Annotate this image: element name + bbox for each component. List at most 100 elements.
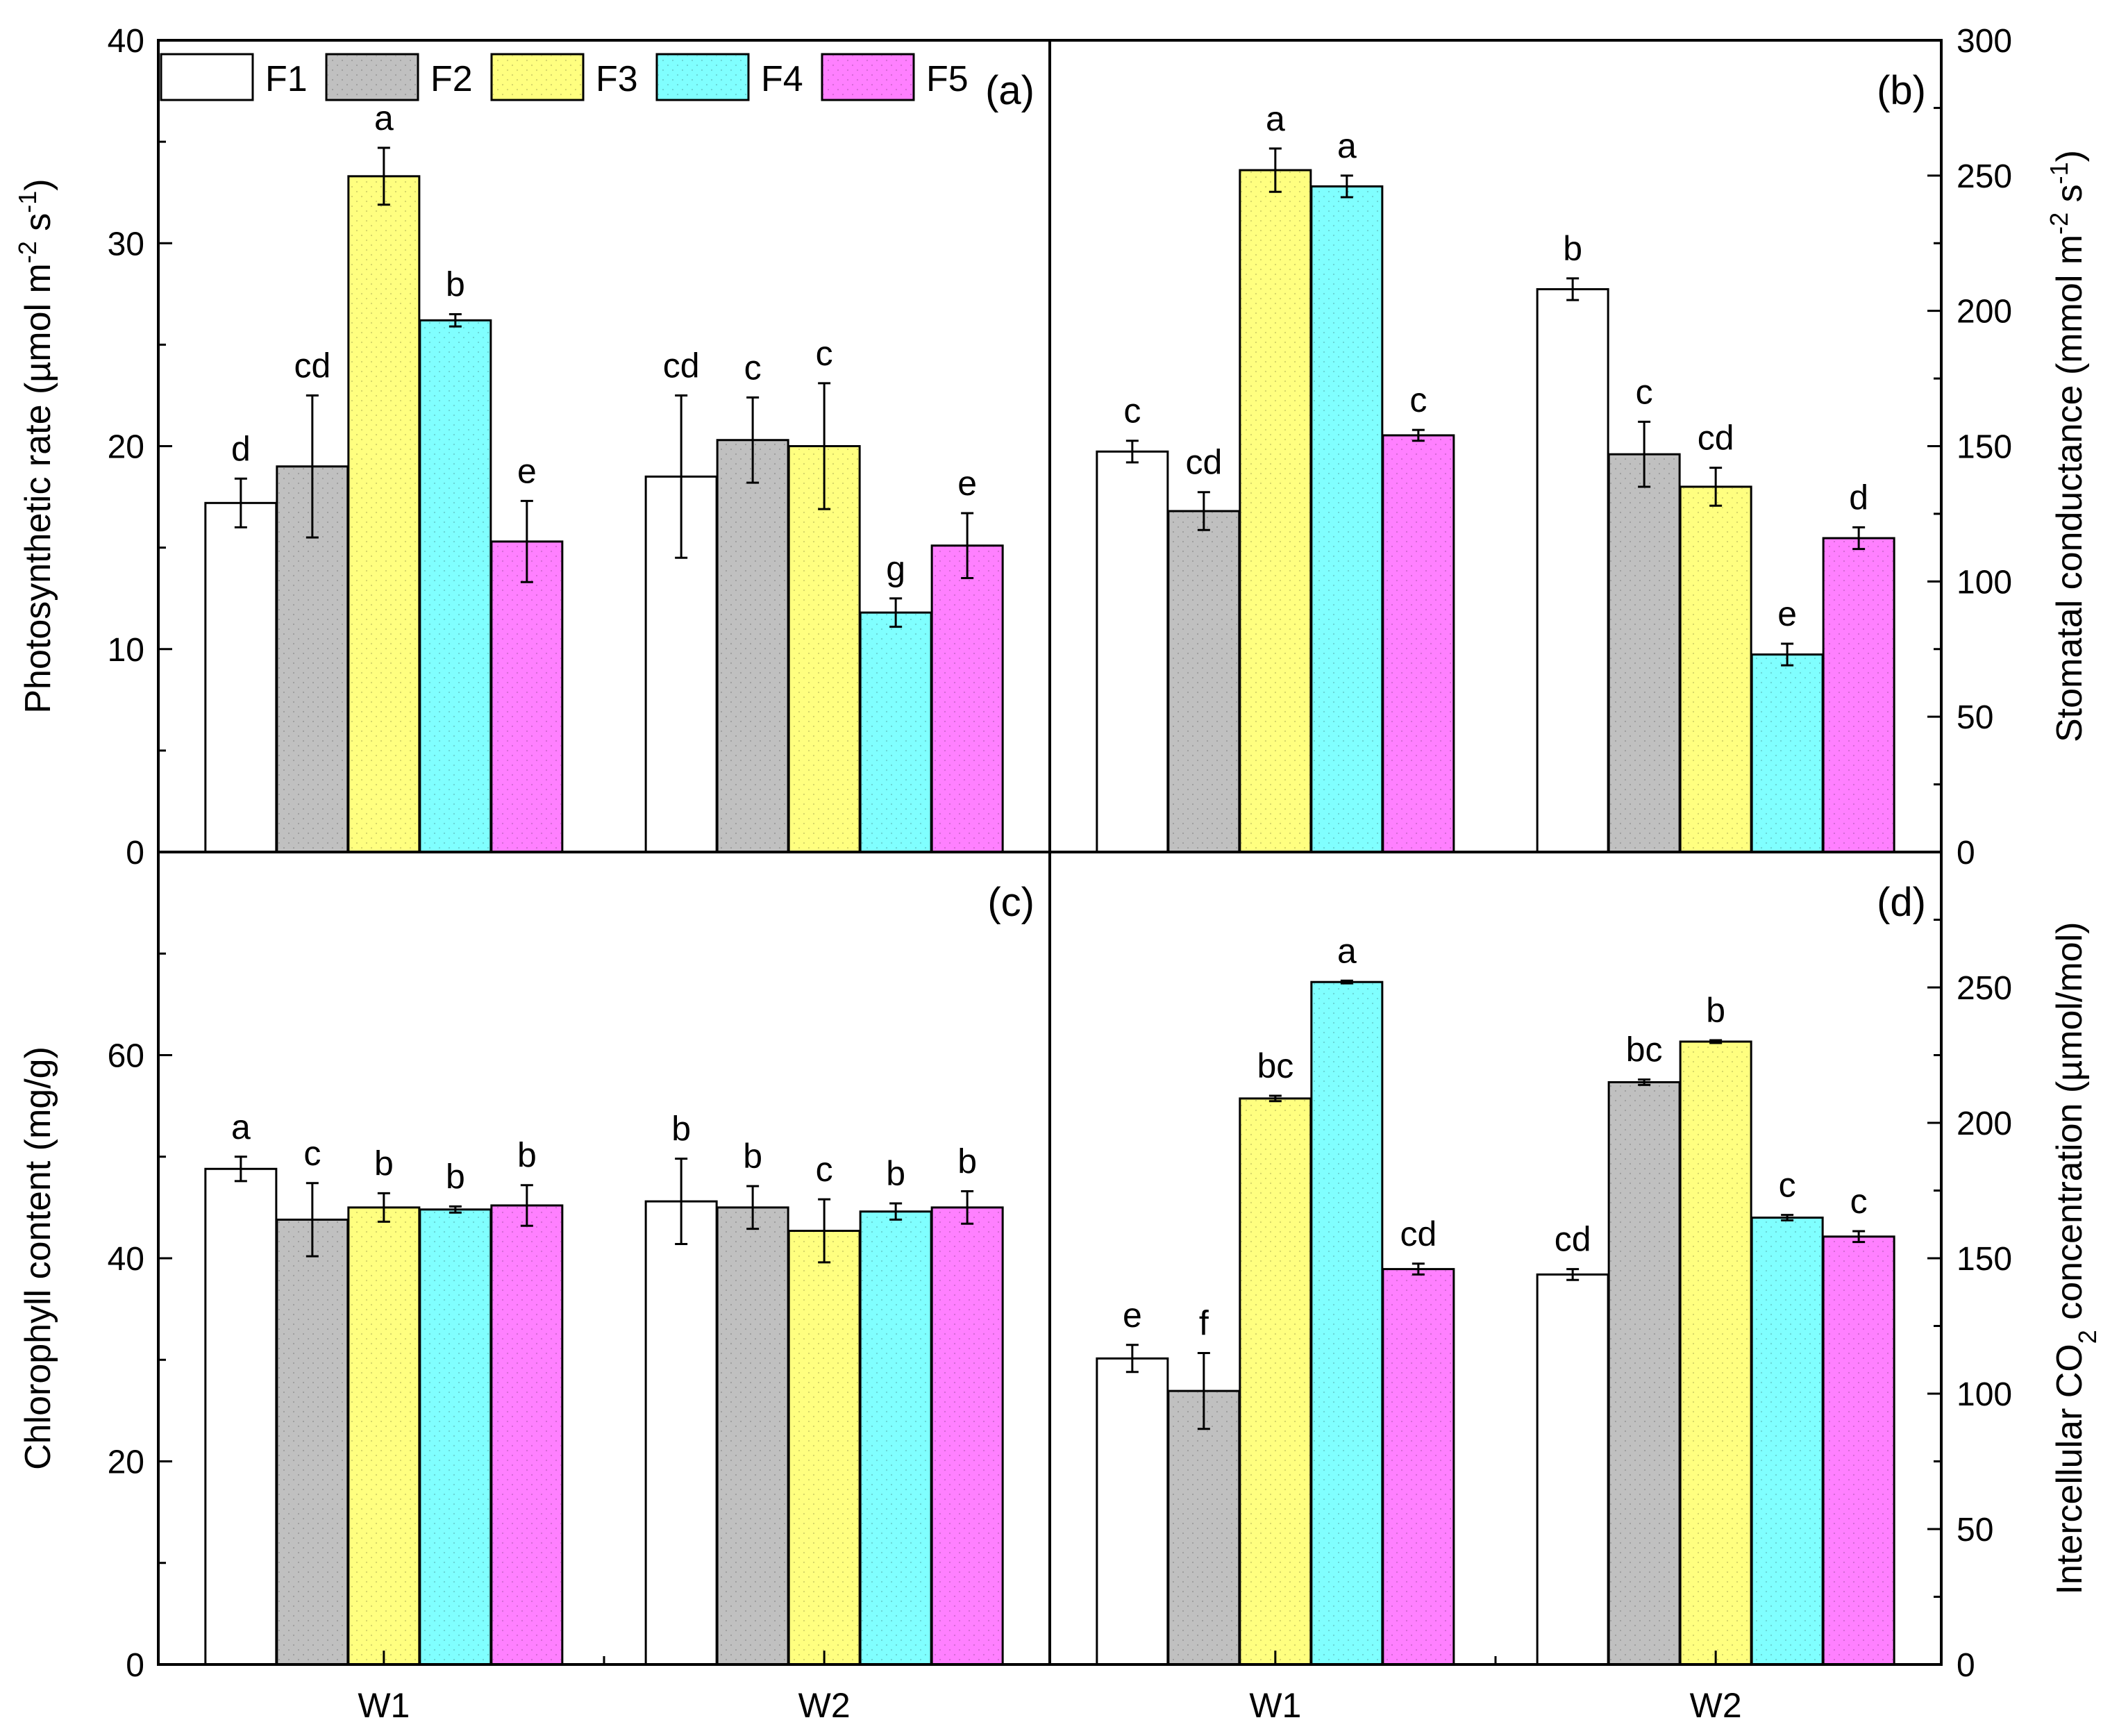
significance-letter: b — [886, 1154, 905, 1193]
bar-texture — [1682, 1043, 1750, 1663]
y-axis-title-part: Photosynthetic rate (µmol m — [18, 263, 58, 713]
bar-texture — [862, 1212, 930, 1663]
y-tick-label: 250 — [1957, 158, 2012, 195]
bar-texture — [790, 1232, 859, 1663]
legend-swatch-texture — [823, 56, 912, 99]
significance-letter: e — [1777, 594, 1797, 633]
legend-swatch-texture — [328, 56, 417, 99]
y-axis-title: Chlorophyll content (mg/g) — [18, 1046, 58, 1470]
significance-letter: cd — [1185, 443, 1222, 482]
bar-texture — [492, 542, 561, 851]
bar-texture — [349, 1208, 418, 1663]
bar-texture — [1169, 1392, 1238, 1663]
y-axis-title-sup: -2 — [13, 241, 42, 263]
significance-letter: c — [1779, 1166, 1796, 1205]
panel-label: (b) — [1877, 68, 1926, 113]
y-tick-label: 50 — [1957, 1512, 1993, 1549]
significance-letter: b — [374, 1144, 394, 1183]
y-tick-label: 0 — [126, 835, 144, 871]
y-tick-label: 200 — [1957, 294, 2012, 331]
bar-f1-w1 — [204, 501, 278, 853]
significance-letter: c — [303, 1134, 321, 1173]
y-axis-title-sub: 2 — [2073, 1330, 2102, 1344]
bar-texture — [1384, 436, 1452, 851]
significance-letter: b — [743, 1137, 762, 1176]
bar-texture — [790, 447, 859, 851]
y-tick-label: 0 — [1957, 1647, 1975, 1684]
significance-letter: a — [374, 99, 394, 137]
significance-letter: a — [1337, 931, 1357, 970]
y-tick-label: 10 — [108, 632, 144, 669]
bar-texture — [862, 614, 930, 851]
y-axis-title-part: s — [18, 213, 58, 241]
significance-letter: cd — [1698, 419, 1734, 458]
x-tick-label: W2 — [798, 1686, 851, 1725]
significance-letter: f — [1199, 1304, 1209, 1343]
bar-texture — [719, 441, 787, 851]
significance-letter: e — [517, 451, 537, 490]
bar-texture — [1825, 1237, 1893, 1663]
bar-f1-w1 — [1096, 1357, 1169, 1666]
y-tick-label: 0 — [1957, 835, 1975, 871]
y-tick-label: 100 — [1957, 1376, 2012, 1413]
significance-letter: b — [446, 1157, 465, 1196]
bar-texture — [719, 1208, 787, 1663]
significance-letter: cd — [1555, 1220, 1591, 1259]
bars-layer — [204, 147, 1895, 1666]
bar-texture — [1825, 539, 1893, 851]
significance-letter: b — [446, 265, 465, 304]
significance-letter: a — [1337, 126, 1357, 165]
y-tick-label: 300 — [1957, 23, 2012, 60]
bar-texture — [492, 1206, 561, 1663]
significance-letter: b — [957, 1142, 977, 1180]
panel-label: (a) — [985, 68, 1035, 113]
y-axis-title: Stomatal conductance (mmol m-2 s-1) — [2045, 150, 2091, 742]
significance-letter: e — [1123, 1296, 1142, 1335]
y-axis-title-part: ) — [18, 178, 58, 190]
legend-swatch-texture — [658, 56, 747, 99]
bar-texture — [1753, 1219, 1822, 1663]
significance-letter: b — [1563, 229, 1582, 268]
bar-texture — [1610, 456, 1679, 851]
panel-label: (c) — [987, 880, 1035, 925]
bar-f1-w2 — [1536, 1273, 1609, 1666]
y-tick-label: 150 — [1957, 1241, 2012, 1278]
y-tick-label: 150 — [1957, 429, 2012, 466]
bar-texture — [1169, 512, 1238, 851]
significance-letter: b — [671, 1110, 691, 1149]
y-axis-title-sup: -2 — [2045, 212, 2073, 235]
significance-letter: c — [1636, 372, 1653, 411]
y-tick-label: 50 — [1957, 699, 1993, 736]
significance-letter: cd — [1400, 1215, 1437, 1253]
bar-texture — [421, 322, 489, 851]
y-tick-label: 40 — [108, 23, 144, 60]
bar-texture — [278, 1221, 346, 1663]
bar-texture — [1753, 656, 1822, 851]
y-axis-title-part: Intercellular CO — [2050, 1344, 2090, 1594]
significance-letter: d — [231, 429, 251, 468]
significance-letter: cd — [663, 346, 700, 385]
significance-letter: b — [517, 1136, 537, 1175]
y-tick-label: 100 — [1957, 564, 2012, 601]
x-tick-label: W1 — [358, 1686, 410, 1725]
bar-texture — [1312, 983, 1381, 1663]
y-tick-label: 200 — [1957, 1105, 2012, 1142]
legend-label-f5: F5 — [926, 59, 969, 99]
significance-letter: c — [816, 334, 833, 373]
y-tick-label: 30 — [108, 226, 144, 262]
y-axis-title-sup: -1 — [2045, 162, 2073, 184]
significance-letter: d — [1849, 478, 1868, 517]
panel-label: (d) — [1877, 880, 1926, 925]
bar-texture — [1384, 1270, 1452, 1663]
significance-letter: e — [957, 464, 977, 503]
bar-texture — [349, 177, 418, 851]
y-axis-title-part: Stomatal conductance (mmol m — [2050, 235, 2090, 742]
significance-letter: c — [1409, 381, 1427, 419]
y-tick-label: 0 — [126, 1647, 144, 1684]
bar-texture — [1241, 172, 1309, 851]
significance-letter: bc — [1626, 1030, 1663, 1069]
y-axis-title-sup: -1 — [13, 191, 42, 213]
legend-label-f1: F1 — [265, 59, 308, 99]
